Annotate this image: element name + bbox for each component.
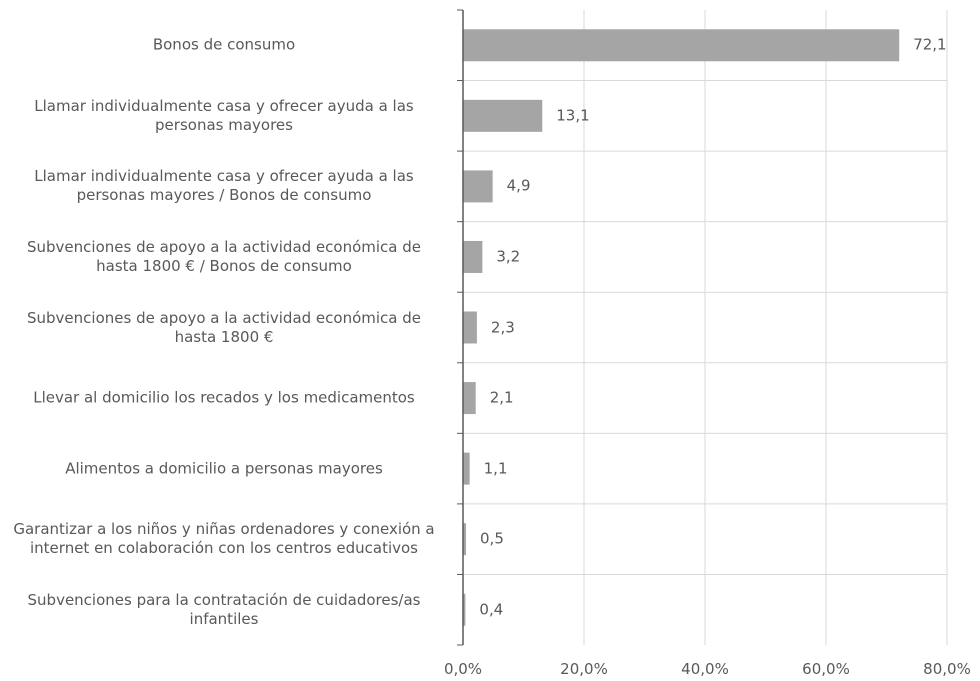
value-label: 0,5 xyxy=(480,529,504,548)
value-label: 0,4 xyxy=(479,600,504,619)
bar xyxy=(463,452,470,485)
bar xyxy=(463,382,476,415)
x-tick-label: 80,0% xyxy=(923,660,971,678)
value-label: 72,1 xyxy=(913,35,947,54)
category-label: Subvenciones para la contratación de cui… xyxy=(27,590,421,628)
bar xyxy=(463,593,466,626)
bar xyxy=(463,99,543,132)
value-label: 2,3 xyxy=(490,318,515,336)
category-label: Subvenciones de apoyo a la actividad eco… xyxy=(27,237,421,275)
bar xyxy=(463,311,477,344)
x-tick-label: 60,0% xyxy=(802,660,850,678)
category-label: Alimentos a domicilio a personas mayores xyxy=(65,459,383,478)
category-label: Subvenciones de apoyo a la actividad eco… xyxy=(27,308,421,346)
x-tick-label: 40,0% xyxy=(681,660,729,678)
bar xyxy=(463,240,483,273)
bar xyxy=(463,29,900,62)
category-label: Garantizar a los niños y niñas ordenador… xyxy=(13,520,435,558)
category-label: Llevar al domicilio los recados y los me… xyxy=(33,388,415,407)
category-label: Llamar individualmente casa y ofrecer ay… xyxy=(34,96,414,134)
value-label: 13,1 xyxy=(556,106,590,125)
x-tick-label: 20,0% xyxy=(560,660,608,678)
value-label: 3,2 xyxy=(496,247,521,266)
value-label: 2,1 xyxy=(489,388,514,407)
value-label: 4,9 xyxy=(506,176,531,195)
x-tick-label: 0,0% xyxy=(443,660,483,678)
category-label: Bonos de consumo xyxy=(152,35,296,54)
value-label: 1,1 xyxy=(483,459,508,478)
bar xyxy=(463,523,467,556)
category-label: Llamar individualmente casa y ofrecer ay… xyxy=(34,167,414,205)
bar xyxy=(463,170,493,203)
